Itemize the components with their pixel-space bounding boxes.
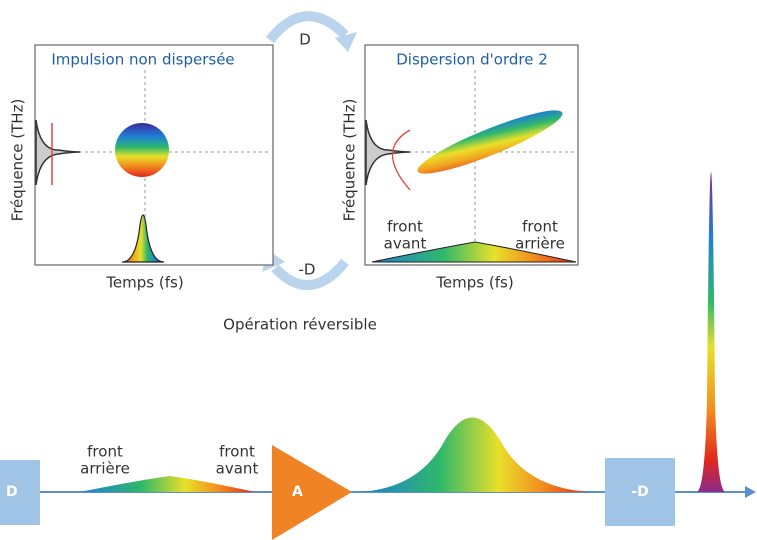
temporal-pulse xyxy=(371,241,577,263)
note: front xyxy=(522,218,558,236)
amplifier-label: A xyxy=(292,484,303,500)
note: front xyxy=(219,443,255,461)
forward-label: D xyxy=(299,31,311,49)
x-label: Temps (fs) xyxy=(105,274,183,292)
amplifier xyxy=(272,445,352,540)
note: avant xyxy=(384,235,427,253)
panel: Dispersion d'ordre 2 Fréquence (THz) Tem… xyxy=(341,44,579,292)
compressed-pulse xyxy=(697,172,725,492)
note: arrière xyxy=(80,460,130,478)
stretcher-box xyxy=(0,460,40,525)
backward-arrow xyxy=(271,258,349,290)
panel-title: Dispersion d'ordre 2 xyxy=(396,51,548,69)
chirped-spot xyxy=(417,110,563,174)
spectrum xyxy=(35,119,81,186)
y-label: Fréquence (THz) xyxy=(9,99,27,222)
stretched-pulse xyxy=(80,476,255,492)
x-label: Temps (fs) xyxy=(435,274,513,292)
note: front xyxy=(87,443,123,461)
temporal-pulse xyxy=(121,214,165,263)
note: avant xyxy=(216,460,259,478)
note: front xyxy=(387,218,423,236)
compressor-box xyxy=(605,458,675,526)
axis-arrowhead xyxy=(745,486,756,498)
pulse-spot xyxy=(115,123,169,177)
forward-arrow xyxy=(266,11,349,44)
box-label: D xyxy=(6,484,18,500)
panel-title: Impulsion non dispersée xyxy=(51,51,234,69)
forward-arrowhead xyxy=(335,32,357,52)
y-label: Fréquence (THz) xyxy=(341,99,359,222)
phase-curve xyxy=(391,129,411,191)
amplified-pulse xyxy=(360,417,590,492)
spectrum xyxy=(365,119,411,186)
box-label: -D xyxy=(631,484,648,500)
caption: Opération réversible xyxy=(223,316,377,334)
note: arrière xyxy=(515,235,565,253)
panel: Impulsion non dispersée Fréquence (THz) … xyxy=(9,44,274,292)
backward-label: -D xyxy=(299,261,316,279)
